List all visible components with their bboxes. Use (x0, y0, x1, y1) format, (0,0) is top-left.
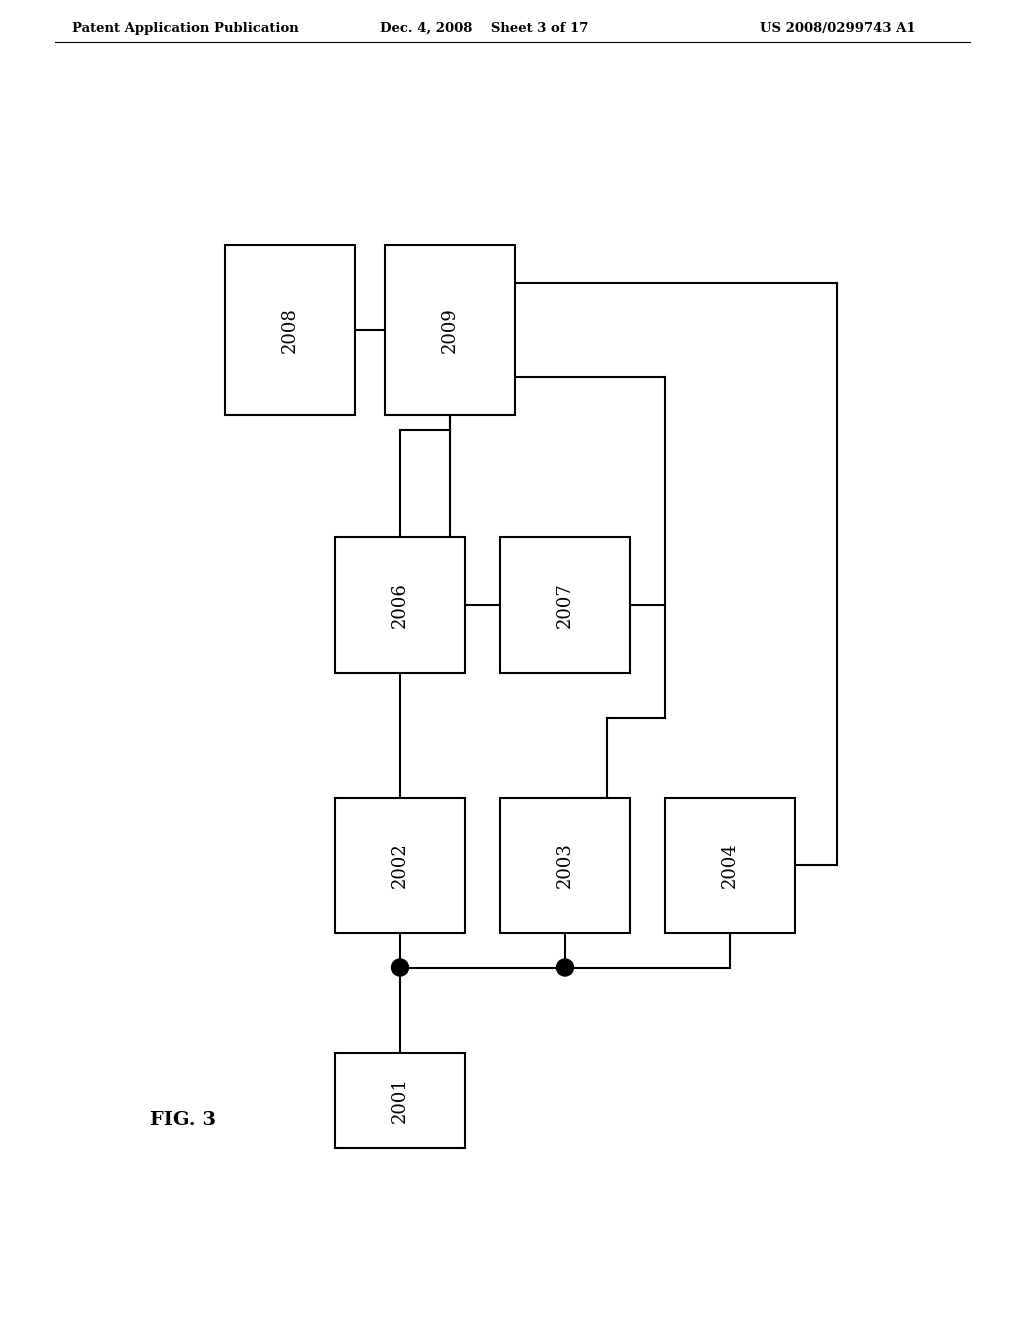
Text: 2001: 2001 (391, 1077, 409, 1123)
FancyBboxPatch shape (500, 797, 630, 932)
Text: FIG. 3: FIG. 3 (150, 1111, 216, 1129)
FancyBboxPatch shape (225, 246, 355, 414)
FancyBboxPatch shape (665, 797, 795, 932)
Circle shape (391, 960, 409, 975)
FancyBboxPatch shape (500, 537, 630, 672)
FancyBboxPatch shape (335, 1052, 465, 1147)
Text: 2002: 2002 (391, 842, 409, 888)
Text: US 2008/0299743 A1: US 2008/0299743 A1 (760, 22, 915, 36)
FancyBboxPatch shape (335, 537, 465, 672)
Text: Dec. 4, 2008    Sheet 3 of 17: Dec. 4, 2008 Sheet 3 of 17 (380, 22, 589, 36)
Text: Patent Application Publication: Patent Application Publication (72, 22, 299, 36)
Text: 2004: 2004 (721, 842, 739, 888)
Text: 2007: 2007 (556, 582, 574, 628)
Text: 2008: 2008 (281, 308, 299, 352)
Text: 2006: 2006 (391, 582, 409, 628)
FancyBboxPatch shape (385, 246, 515, 414)
Text: 2003: 2003 (556, 842, 574, 888)
Circle shape (556, 960, 573, 975)
Text: 2009: 2009 (441, 308, 459, 352)
FancyBboxPatch shape (335, 797, 465, 932)
